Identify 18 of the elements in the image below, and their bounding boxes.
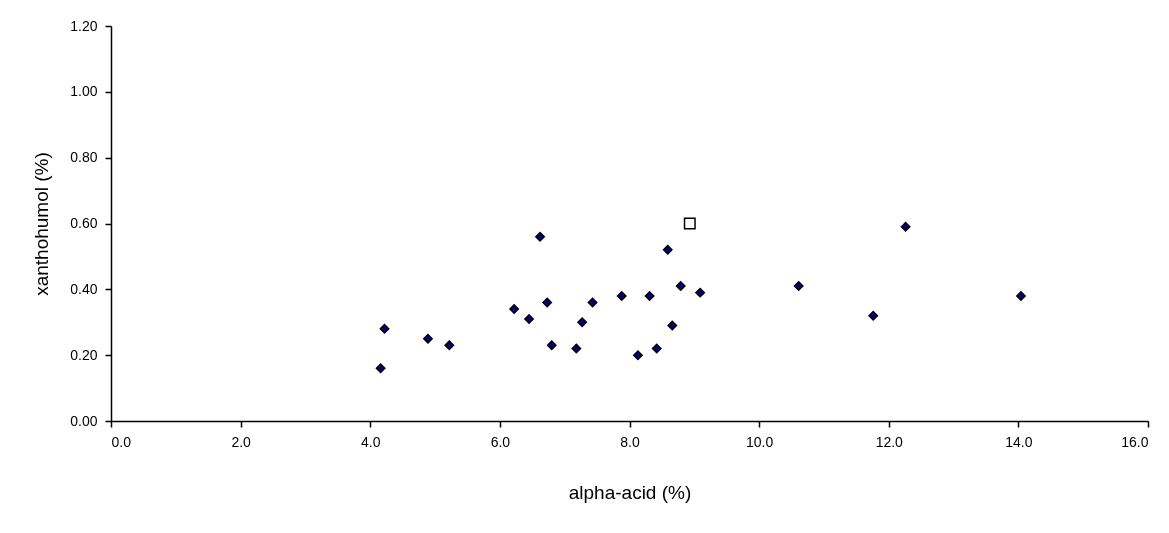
x-tick-label: 8.0	[620, 433, 640, 450]
y-tick-label: 1.20	[70, 17, 98, 34]
y-tick-label: 0.40	[70, 280, 98, 297]
y-tick-label: 1.00	[70, 83, 98, 100]
y-tick-label: 0.60	[70, 215, 98, 231]
x-tick-label: 14.0	[1005, 433, 1033, 450]
y-tick-label: 0.00	[70, 412, 98, 429]
y-axis-title: xanthohumol (%)	[31, 152, 53, 296]
y-tick-label: 0.80	[70, 149, 98, 166]
x-axis-title: alpha-acid (%)	[568, 481, 692, 503]
x-tick-label: 12.0	[875, 433, 904, 450]
x-tick-label: 6.0	[490, 433, 511, 450]
x-tick-label: 2.0	[231, 433, 252, 450]
x-tick-label: 4.0	[361, 433, 381, 450]
x-tick-label: 10.0	[746, 433, 774, 450]
x-tick-label: 0.0	[111, 433, 132, 450]
x-tick-label: 16.0	[1121, 433, 1149, 450]
y-tick-label: 0.20	[70, 346, 98, 363]
